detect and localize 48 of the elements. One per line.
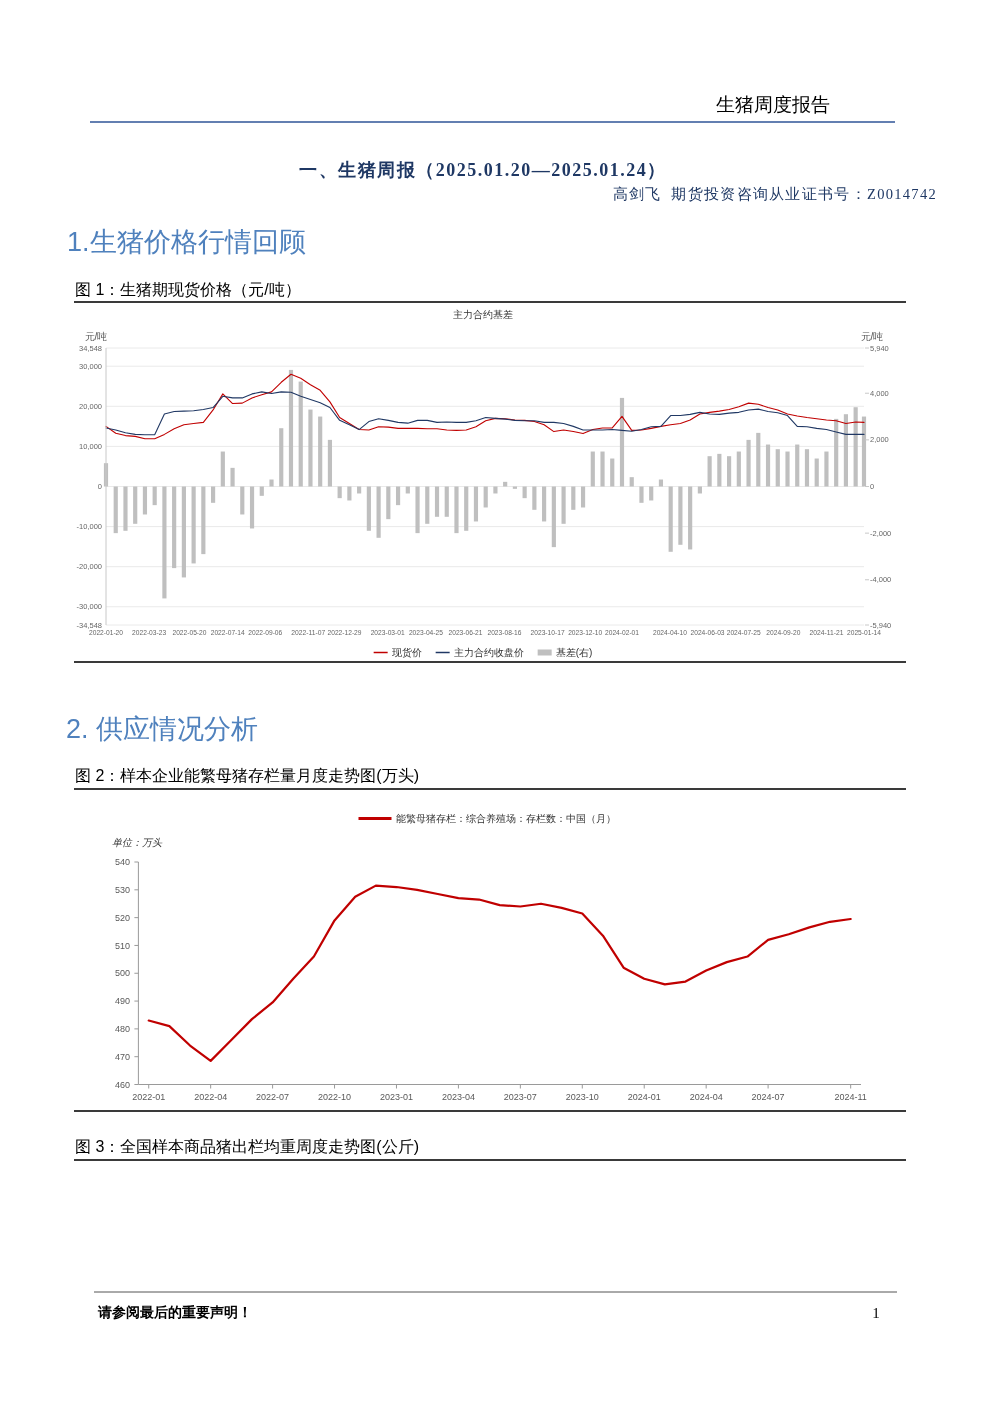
tick-x: 2023-07 — [503, 1092, 537, 1102]
tick-y: 470 — [114, 1051, 130, 1062]
tick-y: 520 — [114, 912, 130, 923]
annotation: 生猪周度报告 — [716, 94, 830, 115]
tick-x: 2023-08-16 — [487, 628, 529, 637]
ylabel: 单位：万头 — [112, 837, 162, 848]
tick-x: 2025-01-14 — [847, 628, 888, 637]
tick-x: 2022-04 — [194, 1092, 228, 1102]
tick-x: 2024-02-01 — [605, 628, 646, 637]
tick-x: 2022-07 — [256, 1092, 290, 1102]
tick-x: 2023-01 — [379, 1092, 413, 1102]
annotation: 1.生猪价格行情回顾 — [67, 227, 306, 257]
title: 图 2：样本企业能繁母猪存栏量月度走势图(万头) — [75, 767, 419, 784]
tick-x: 2024-04 — [689, 1092, 723, 1102]
tick-x: 2023-10 — [565, 1092, 599, 1102]
tick-x: 2024-01 — [627, 1092, 661, 1102]
tick-x: 2022-01 — [132, 1092, 166, 1102]
tick-x: 2022-03-23 — [132, 628, 174, 637]
tick-y: 480 — [114, 1024, 130, 1035]
tick-x: 2023-04 — [441, 1092, 475, 1102]
tick-x: 2024-09-20 — [766, 628, 808, 637]
annotation: 1 — [872, 1305, 880, 1321]
tick-y: 460 — [114, 1079, 130, 1090]
tick-x: 2023-04-25 — [408, 628, 450, 637]
annotation: 图 3：全国样本商品猪出栏均重周度走势图(公斤) — [75, 1138, 419, 1155]
tick-x: 2024-11 — [834, 1092, 867, 1102]
legend-label: 基差(右) — [555, 647, 593, 658]
tick-x: 2022-09-06 — [248, 628, 290, 637]
tick-x: 2024-07 — [751, 1092, 785, 1102]
title: 图 1：生猪期现货价格（元/吨） — [75, 281, 301, 298]
subtitle: 主力合约基差 — [453, 309, 513, 320]
annotation: 高剑飞 期货投资咨询从业证书号：Z0014742 — [612, 186, 937, 202]
tick-y: 540 — [114, 857, 130, 868]
tick-x: 2022-10 — [318, 1092, 352, 1102]
tick-y: 490 — [114, 996, 130, 1007]
annotation: 一、生猪周报（2025.01.20—2025.01.24） — [299, 160, 667, 180]
legend-label: 主力合约收盘价 — [453, 647, 524, 658]
tick-y: 510 — [114, 940, 130, 951]
annotation: 2. 供应情况分析 — [66, 714, 259, 744]
tick-x: 2022-12-29 — [327, 628, 369, 637]
annotation: 请参阅最后的重要声明！ — [98, 1304, 252, 1320]
y2label: 元/吨 — [860, 331, 884, 342]
legend-label: 能繁母猪存栏：综合养殖场：存栏数：中国（月） — [395, 813, 616, 824]
tick-y: 500 — [114, 968, 130, 979]
legend-label: 现货价 — [391, 647, 422, 658]
ylabel: 元/吨 — [84, 331, 108, 342]
tick-y: 530 — [114, 884, 130, 895]
tick-x: 2022-01-20 — [89, 628, 130, 637]
